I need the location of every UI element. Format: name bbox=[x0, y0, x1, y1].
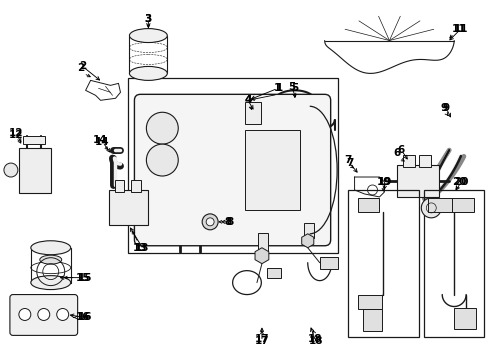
Bar bbox=[362, 310, 382, 332]
Text: 15: 15 bbox=[75, 273, 90, 283]
Bar bbox=[347, 190, 419, 337]
Bar bbox=[453, 307, 475, 329]
Text: 5: 5 bbox=[290, 84, 298, 93]
Text: 19: 19 bbox=[378, 177, 392, 187]
Bar bbox=[19, 148, 51, 193]
Bar bbox=[303, 223, 313, 238]
Bar bbox=[424, 190, 483, 337]
Bar bbox=[357, 294, 382, 310]
Text: 8: 8 bbox=[224, 217, 231, 227]
Bar bbox=[244, 130, 299, 210]
Text: 3: 3 bbox=[144, 14, 152, 24]
Ellipse shape bbox=[129, 28, 167, 42]
Bar bbox=[266, 268, 280, 278]
Text: 11: 11 bbox=[451, 24, 466, 33]
Text: 16: 16 bbox=[77, 312, 92, 323]
Circle shape bbox=[206, 218, 214, 226]
Text: 13: 13 bbox=[135, 243, 149, 253]
Text: 4: 4 bbox=[244, 95, 251, 105]
Text: 18: 18 bbox=[308, 336, 322, 346]
Text: 10: 10 bbox=[446, 203, 461, 213]
Bar bbox=[427, 198, 452, 212]
Circle shape bbox=[146, 112, 178, 144]
FancyBboxPatch shape bbox=[134, 94, 330, 246]
Bar bbox=[114, 180, 124, 192]
Text: 12: 12 bbox=[9, 128, 23, 138]
Text: 7: 7 bbox=[345, 158, 352, 168]
Text: 4: 4 bbox=[244, 95, 251, 105]
Text: 14: 14 bbox=[95, 137, 110, 147]
Circle shape bbox=[4, 163, 18, 177]
Text: 1: 1 bbox=[274, 84, 281, 93]
Text: 2: 2 bbox=[79, 62, 86, 71]
Circle shape bbox=[57, 309, 68, 320]
Text: 10: 10 bbox=[456, 203, 471, 213]
Bar bbox=[108, 190, 148, 225]
Text: 5: 5 bbox=[287, 82, 295, 93]
Text: 18: 18 bbox=[307, 334, 321, 345]
Text: 6: 6 bbox=[397, 145, 404, 155]
Circle shape bbox=[202, 214, 218, 230]
FancyBboxPatch shape bbox=[10, 294, 78, 336]
Text: 3: 3 bbox=[144, 14, 152, 24]
Bar bbox=[131, 180, 141, 192]
Text: 8: 8 bbox=[226, 217, 233, 227]
Circle shape bbox=[38, 309, 50, 320]
Bar bbox=[23, 136, 45, 144]
Bar bbox=[244, 102, 261, 124]
Bar bbox=[128, 78, 337, 253]
Bar bbox=[357, 198, 379, 212]
Circle shape bbox=[146, 144, 178, 176]
Text: 11: 11 bbox=[453, 24, 468, 33]
Text: 20: 20 bbox=[451, 177, 466, 187]
Text: 6: 6 bbox=[393, 148, 400, 158]
Text: 19: 19 bbox=[377, 177, 391, 187]
Text: 20: 20 bbox=[453, 177, 468, 187]
Bar bbox=[451, 198, 473, 212]
Text: 7: 7 bbox=[343, 155, 350, 165]
Text: 16: 16 bbox=[75, 312, 90, 323]
Text: 2: 2 bbox=[77, 63, 84, 73]
Circle shape bbox=[421, 198, 440, 218]
Text: 9: 9 bbox=[440, 103, 447, 113]
Bar bbox=[403, 155, 414, 167]
Ellipse shape bbox=[40, 255, 61, 264]
Bar bbox=[397, 165, 438, 197]
Text: 1: 1 bbox=[276, 84, 283, 93]
Text: 17: 17 bbox=[254, 334, 269, 345]
Bar bbox=[319, 257, 337, 269]
Text: 13: 13 bbox=[133, 243, 147, 253]
Bar bbox=[258, 233, 267, 251]
Text: 17: 17 bbox=[254, 336, 269, 346]
Text: 9: 9 bbox=[442, 103, 449, 113]
Ellipse shape bbox=[31, 241, 71, 255]
Ellipse shape bbox=[31, 276, 71, 289]
Ellipse shape bbox=[129, 67, 167, 80]
Bar bbox=[419, 155, 430, 167]
Text: 12: 12 bbox=[9, 130, 23, 140]
Text: 14: 14 bbox=[93, 135, 108, 145]
Circle shape bbox=[19, 309, 31, 320]
Text: 15: 15 bbox=[77, 273, 92, 283]
